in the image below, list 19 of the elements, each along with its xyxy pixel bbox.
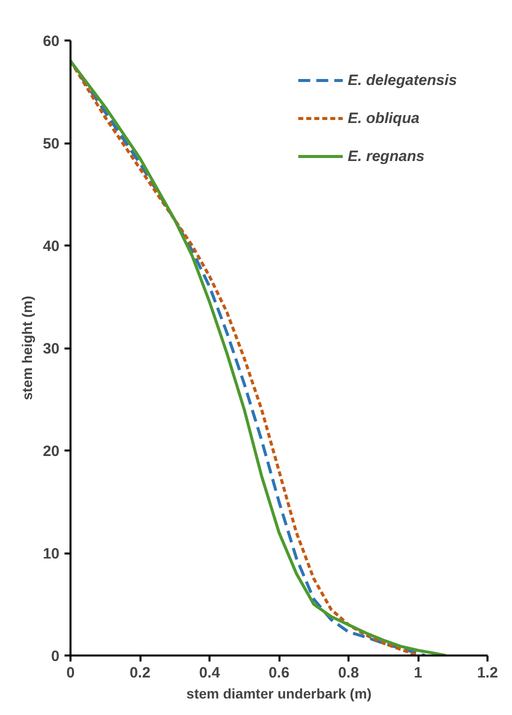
x-tick-label: 0.6 bbox=[268, 664, 290, 682]
legend-label: E. delegatensis bbox=[348, 72, 457, 88]
x-tick-label: 0.8 bbox=[338, 664, 359, 682]
x-tick-label: 1.2 bbox=[477, 664, 498, 682]
y-tick-label: 30 bbox=[42, 340, 60, 358]
y-tick-label: 10 bbox=[42, 546, 60, 562]
y-tick-label: 20 bbox=[42, 443, 60, 460]
y-tick-label: 60 bbox=[42, 33, 60, 50]
y-tick-label: 40 bbox=[42, 238, 60, 255]
x-tick-label: 1 bbox=[414, 664, 422, 682]
legend-label: E. regnans bbox=[348, 148, 424, 164]
x-tick-label: 0 bbox=[66, 664, 75, 682]
x-axis-title: stem diamter underbark (m) bbox=[186, 686, 372, 702]
y-tick-label: 50 bbox=[42, 136, 60, 152]
x-tick-label: 0.2 bbox=[130, 664, 150, 682]
legend-label: E. obliqua bbox=[348, 110, 420, 126]
x-tick-label: 0.4 bbox=[199, 664, 221, 682]
y-tick-label: 0 bbox=[51, 648, 60, 665]
y-axis-title: stem height (m) bbox=[18, 296, 35, 400]
